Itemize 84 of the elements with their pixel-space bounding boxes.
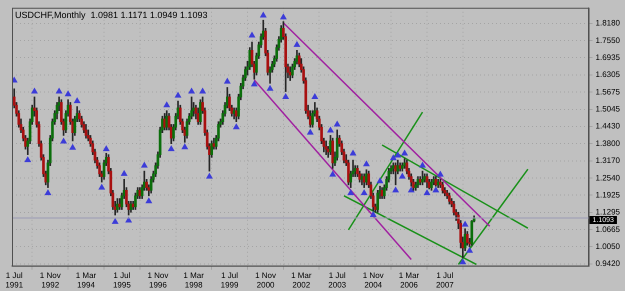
point [408, 186, 414, 192]
point [402, 150, 408, 156]
point [60, 138, 67, 144]
point [31, 88, 38, 94]
point [146, 198, 152, 204]
point [182, 144, 188, 150]
point [164, 102, 170, 108]
point [334, 120, 340, 126]
y-tick-label: 1.6935 [596, 52, 621, 62]
x-tick-label: 1 Jul 2003 [328, 270, 347, 290]
y-tick-label: 1.0665 [596, 224, 621, 234]
point [460, 258, 466, 264]
point [112, 218, 118, 224]
point [44, 190, 52, 196]
y-tick-label: 0.9420 [596, 259, 621, 268]
y-tick-label: 1.3170 [596, 156, 621, 166]
point [432, 186, 439, 192]
point [266, 85, 274, 91]
point [224, 78, 230, 84]
point [462, 221, 468, 227]
x-tick-label: 1 Mar 1998 [183, 270, 204, 290]
point [174, 92, 182, 98]
x-tick-label: 1 Nov 2000 [255, 270, 276, 290]
point [233, 124, 240, 130]
y-tick-label: 1.0050 [596, 242, 621, 251]
point [294, 41, 300, 47]
y-tick-label: 1.1925 [596, 190, 621, 200]
point [141, 162, 148, 168]
point [348, 190, 354, 196]
x-tick-label: 1 Jul 1995 [112, 270, 132, 290]
y-tick-label: 1.5045 [596, 104, 621, 114]
x-tick-label: 1 Nov 2004 [362, 270, 384, 290]
y-tick-label: 1.5675 [596, 87, 621, 96]
point [206, 173, 213, 179]
point [24, 156, 31, 162]
point [251, 80, 258, 86]
point [168, 146, 174, 152]
y-tick-label: 1.2540 [596, 173, 621, 182]
y-tick-label: 1.4430 [596, 122, 621, 131]
point [126, 217, 132, 223]
point [399, 173, 406, 179]
point [361, 190, 368, 196]
point [200, 88, 206, 94]
x-tick-label: 1 Mar 2006 [398, 270, 420, 290]
x-tick-label: 1 Mar 1994 [76, 270, 97, 290]
point [64, 90, 72, 96]
point [260, 12, 266, 18]
point [424, 190, 430, 196]
point [312, 94, 318, 99]
point [307, 129, 314, 135]
y-tick-label: 1.3800 [596, 138, 621, 148]
point [392, 186, 399, 192]
point [56, 88, 62, 94]
point [188, 88, 195, 94]
point [74, 98, 80, 104]
x-tick-label: 1 Jul 2007 [436, 270, 454, 290]
x-tick-label: 1 Jul 1999 [220, 270, 239, 290]
point [350, 150, 356, 156]
x-tick-label: 1 Nov 1996 [147, 270, 168, 290]
point [280, 14, 286, 20]
point [370, 212, 376, 218]
point [103, 146, 110, 152]
point [376, 178, 384, 184]
point [437, 171, 444, 177]
point [327, 126, 334, 132]
point [282, 94, 289, 99]
point [394, 152, 401, 158]
y-tick-label: 1.1295 [596, 208, 621, 217]
x-tick-label: 1 Nov 1992 [40, 270, 61, 290]
point [466, 247, 473, 253]
point [248, 32, 256, 38]
x-tick-label: 1 Jul 1991 [5, 270, 24, 290]
y-tick-label: 1.6305 [596, 70, 621, 80]
point [330, 171, 336, 177]
y-tick-label: 1.7550 [596, 36, 621, 45]
y-tick-label: 1.8180 [596, 18, 621, 28]
point [121, 170, 128, 176]
chart-title: USDCHF,Monthly 1.0981 1.1171 1.0949 1.1093 [15, 10, 208, 20]
point [363, 160, 370, 166]
point [419, 162, 426, 168]
point [390, 154, 396, 160]
point [70, 144, 76, 150]
x-tick-label: 1 Mar 2002 [291, 270, 312, 290]
point [98, 184, 105, 190]
